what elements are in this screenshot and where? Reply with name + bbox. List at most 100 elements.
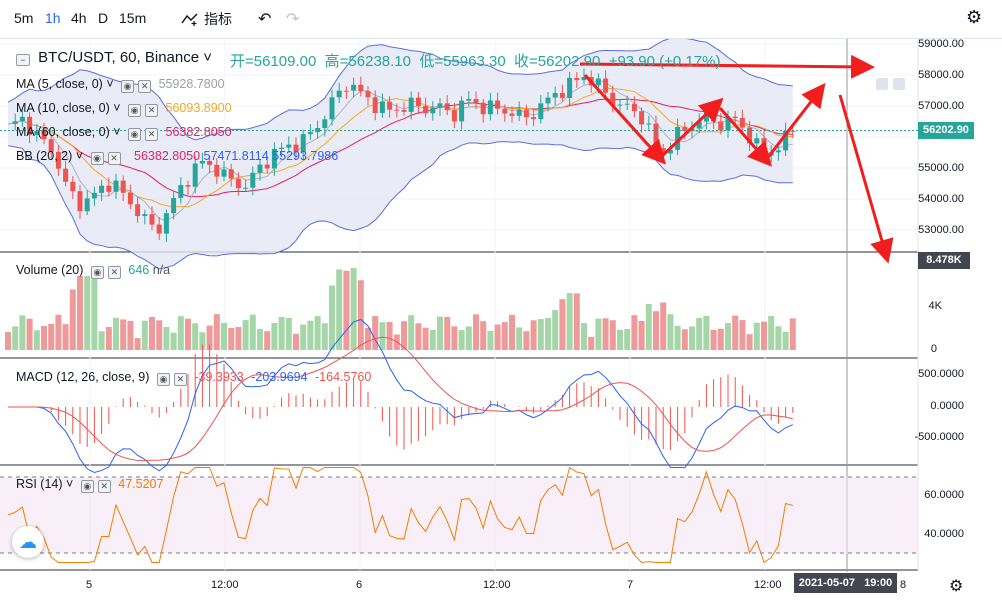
candle-body (235, 178, 241, 189)
axis-settings-gear-icon[interactable]: ⚙ (949, 578, 964, 595)
bb-basis-value: 56382.8050 (134, 149, 201, 163)
eye-icon[interactable]: ◉ (128, 104, 142, 117)
candle-body (444, 103, 450, 111)
volume-bar (293, 333, 299, 350)
volume-bar (264, 331, 271, 350)
low-value: 低=55963.30 (419, 53, 506, 70)
candle-body (617, 104, 623, 106)
volume-bar (689, 326, 695, 350)
interval-5m[interactable]: 5m (14, 10, 34, 26)
candle-body (84, 198, 90, 212)
crosshair-time-tag: 2021-05-07 19:00 (794, 573, 897, 593)
candle-body (264, 164, 270, 169)
candle-body (149, 214, 155, 225)
rsi-legend[interactable]: RSI (14) ˅ ◉ ✕ 47.5207 (16, 477, 164, 493)
volume-bar (667, 314, 674, 350)
tradingview-logo-icon[interactable]: ☁ (12, 526, 44, 558)
volume-bar (451, 326, 458, 350)
volume-bar (156, 320, 163, 350)
collapse-icon[interactable]: − (16, 54, 30, 66)
interval-d[interactable]: D (98, 10, 109, 26)
candle-body (502, 108, 508, 114)
volume-bar (523, 331, 530, 350)
volume-bar (163, 326, 170, 350)
volume-bar (206, 325, 213, 350)
undo-icon[interactable]: ↶ (258, 11, 272, 28)
candle-body (48, 139, 54, 152)
symbol-dropdown-icon[interactable]: ˅ (199, 49, 213, 66)
volume-bar (638, 320, 645, 350)
eye-icon[interactable]: ◉ (121, 80, 135, 93)
close-icon[interactable]: ✕ (145, 128, 159, 141)
scroll-down-icon[interactable] (893, 78, 905, 90)
candle-body (451, 110, 457, 122)
candle-body (732, 116, 738, 118)
volume-bar (732, 315, 739, 350)
volume-bar (624, 329, 631, 350)
volume-bar (285, 317, 292, 350)
volume-bar (12, 326, 19, 350)
eye-icon[interactable]: ◉ (90, 152, 104, 165)
eye-icon[interactable]: ◉ (90, 266, 104, 279)
drawn-arrows[interactable] (579, 54, 894, 264)
eye-icon[interactable]: ◉ (128, 128, 142, 141)
eye-icon[interactable]: ◉ (156, 373, 170, 386)
time-axis-label: 5 (86, 579, 93, 591)
volume-bar (105, 327, 112, 350)
candle-body (63, 168, 69, 182)
ma5-name: MA (5, close, 0) (16, 77, 103, 91)
indicators-button[interactable]: 指标 (180, 9, 232, 29)
volume-bar (775, 326, 782, 350)
volume-legend[interactable]: Volume (20) ◉ ✕ 646 n/a (16, 262, 170, 279)
redo-icon[interactable]: ↷ (286, 11, 300, 28)
candle-body (243, 187, 249, 189)
candle-body (430, 107, 436, 114)
volume-bar (617, 329, 623, 350)
ma60-value: 56382.8050 (165, 125, 232, 139)
candle-body (387, 101, 393, 110)
interval-1h[interactable]: 1h (45, 10, 61, 26)
volume-bar (660, 302, 667, 350)
arrow-down-left (583, 73, 667, 165)
candle-body (718, 121, 724, 131)
bb-legend[interactable]: BB (20, 2) ˅ ◉ ✕ 56382.8050 57471.8114 55… (16, 149, 339, 165)
ma5-value: 55928.7800 (158, 77, 225, 91)
candle-body (99, 185, 105, 193)
ma60-legend[interactable]: MA (60, close, 0) ˅ ◉ ✕ 56382.8050 (16, 125, 232, 141)
chart-canvas[interactable] (0, 39, 1002, 601)
volume-bar (710, 329, 717, 350)
close-icon[interactable]: ✕ (97, 480, 111, 493)
volume-axis-label: 0 (930, 343, 937, 355)
candle-body (509, 113, 515, 116)
ma5-legend[interactable]: MA (5, close, 0) ˅ ◉ ✕ 55928.7800 (16, 77, 225, 93)
settings-gear-icon[interactable]: ⚙ (966, 7, 983, 27)
candle-body (783, 130, 789, 151)
volume-value: 646 (128, 263, 150, 277)
price-axis-label: 59000.00 (918, 38, 964, 50)
close-icon[interactable]: ✕ (107, 152, 121, 165)
volume-bar (674, 325, 681, 350)
indicators-icon (181, 13, 198, 26)
macd-axis-label: -500.0000 (914, 431, 964, 443)
close-icon[interactable]: ✕ (107, 266, 121, 279)
close-icon[interactable]: ✕ (138, 80, 152, 93)
close-icon[interactable]: ✕ (145, 104, 159, 117)
candle-body (711, 110, 717, 122)
volume-bar (33, 330, 40, 350)
scroll-up-icon[interactable] (876, 78, 888, 90)
close-icon[interactable]: ✕ (173, 373, 187, 386)
volume-bar (235, 327, 242, 350)
macd-legend[interactable]: MACD (12, 26, close, 9) ◉ ✕ -39.3933 -203… (16, 369, 371, 386)
rsi-axis-label: 60.0000 (924, 489, 964, 501)
volume-bar (350, 268, 357, 350)
volume-bar (487, 330, 494, 350)
ma10-legend[interactable]: MA (10, close, 0) ˅ ◉ ✕ 56093.8900 (16, 101, 232, 117)
price-axis-label: 57000.00 (918, 100, 964, 112)
interval-4h[interactable]: 4h (71, 10, 87, 26)
change-value: +93.90 (+0.17%) (608, 53, 721, 70)
price-axis-label: 58000.00 (918, 69, 964, 81)
candle-body (192, 163, 198, 187)
interval-15m[interactable]: 15m (119, 10, 147, 26)
eye-icon[interactable]: ◉ (80, 480, 94, 493)
symbol-legend[interactable]: − BTC/USDT, 60, Binance ˅ (12, 50, 212, 66)
